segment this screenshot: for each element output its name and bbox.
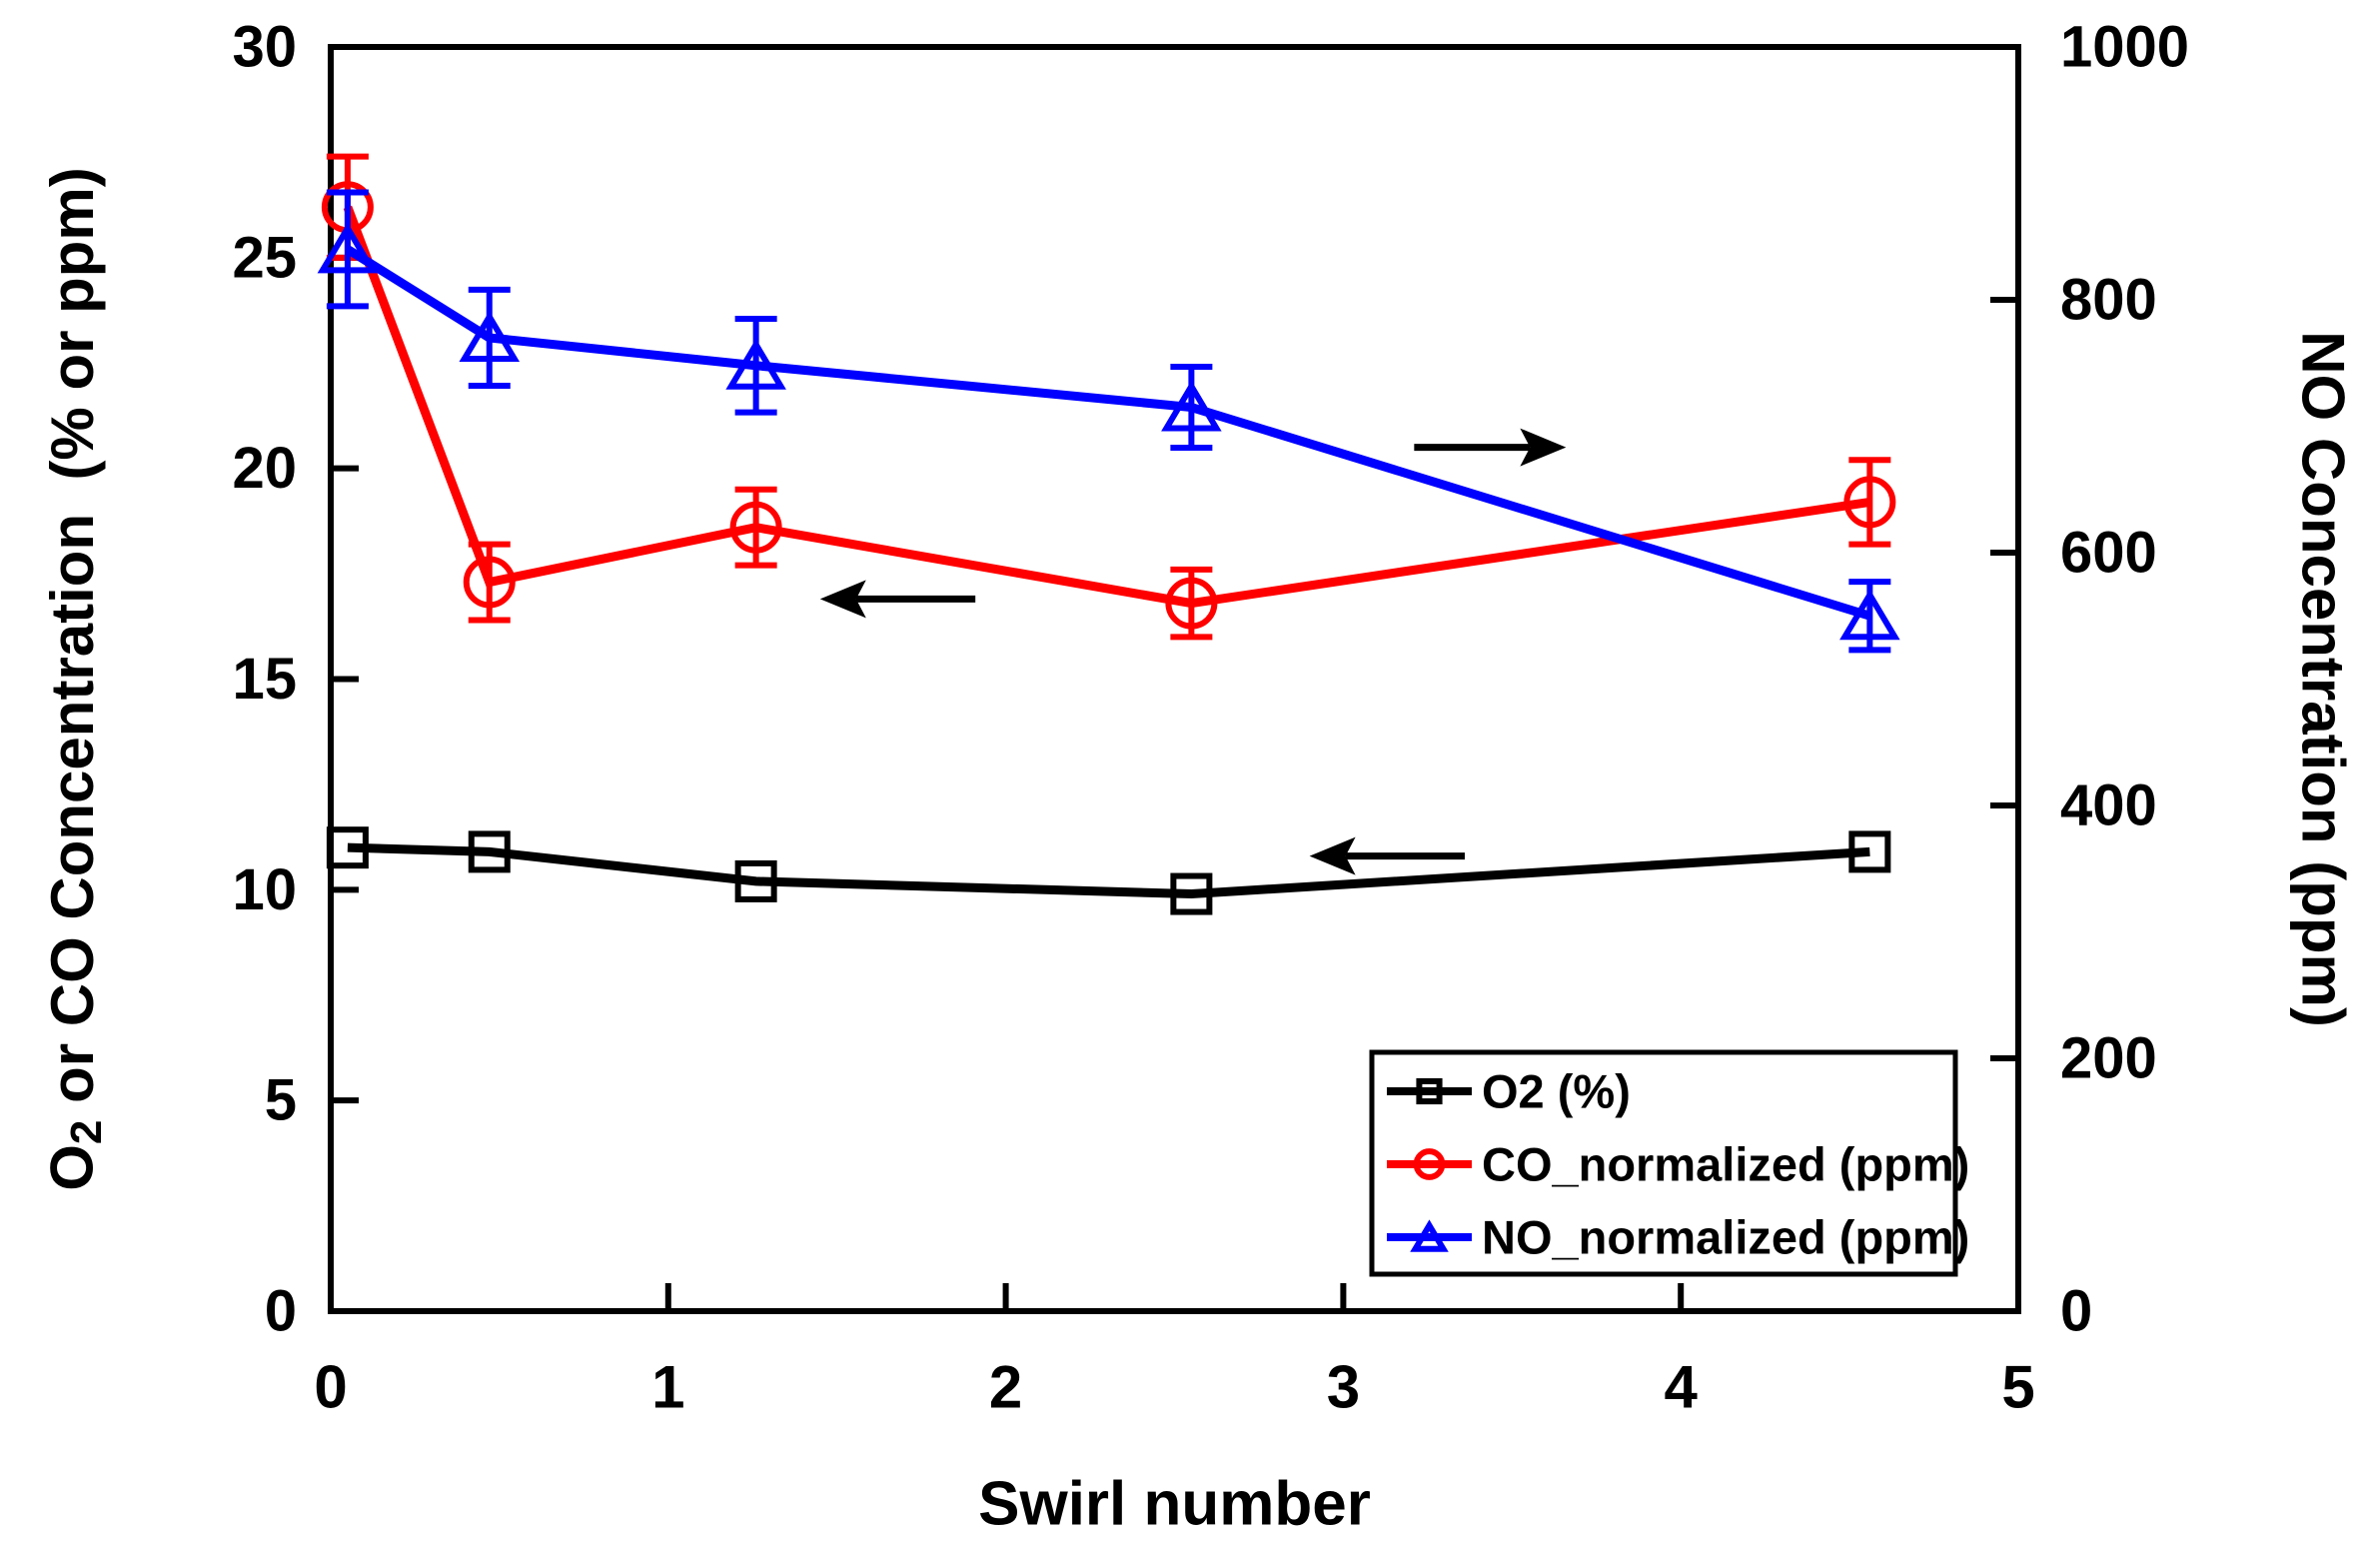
y-right-tick-label: 600	[2060, 521, 2157, 586]
square-marker	[468, 830, 511, 873]
y-left-tick-label: 30	[232, 15, 297, 80]
arrowhead-icon	[819, 580, 866, 619]
series-line	[345, 245, 1871, 621]
y-right-tick-label: 0	[2060, 1279, 2092, 1344]
legend-label: NO_normalized (ppm)	[1482, 1211, 1969, 1264]
x-axis-title: Swirl number	[978, 1470, 1371, 1539]
y-left-tick-label: 15	[232, 647, 297, 712]
y-left-tick-label: 0	[265, 1279, 297, 1344]
y-right-tick-label: 800	[2060, 268, 2157, 333]
legend-item-co-normalized-ppm-: CO_normalized (ppm)	[1387, 1138, 1969, 1191]
square-marker	[734, 859, 777, 902]
y-axis-left: 0 5 10 15 20 25 30 O2 or CO Concentration (% or…	[39, 15, 359, 1344]
y-axis-right: 0 200 400 600 800 1000 NO Concentration (ppm)	[1990, 15, 2357, 1344]
circle-marker	[463, 556, 516, 609]
legend: O2 (%) CO_normalized (ppm) NO_normalized (…	[1369, 1049, 1969, 1277]
arrowhead-icon	[1309, 836, 1356, 875]
triangle-marker	[1839, 589, 1900, 641]
x-tick-label: 4	[1665, 1354, 1699, 1421]
legend-label: O2 (%)	[1482, 1065, 1631, 1118]
arrowhead-icon	[1520, 428, 1567, 467]
triangle-marker	[459, 311, 521, 362]
triangle-marker	[725, 338, 786, 390]
x-tick-label: 2	[989, 1354, 1022, 1421]
y-left-tick-label: 5	[265, 1068, 297, 1133]
circle-marker	[1165, 577, 1218, 630]
x-tick-label: 5	[2001, 1354, 2034, 1421]
circle-marker	[1843, 476, 1896, 529]
circle-marker	[1413, 1148, 1446, 1180]
square-marker	[326, 826, 369, 869]
x-tick-label: 0	[314, 1354, 347, 1421]
square-marker	[1170, 872, 1213, 915]
y-left-axis-title: O2 or CO Concentration (% or ppm)	[39, 167, 111, 1190]
x-tick-label: 1	[651, 1354, 684, 1421]
series-no-normalized-ppm-	[317, 189, 1900, 654]
circle-marker	[729, 501, 782, 554]
triangle-marker	[1161, 380, 1222, 432]
square-marker	[1848, 830, 1891, 873]
legend-item-o2-: O2 (%)	[1387, 1065, 1631, 1118]
y-right-axis-title: NO Concentration (ppm)	[2290, 331, 2357, 1027]
y-left-tick-label: 25	[232, 225, 297, 290]
x-axis: 0 1 2 3 4 5 Swirl number	[314, 1283, 2035, 1539]
triangle-marker	[1410, 1219, 1449, 1252]
y-right-tick-label: 1000	[2060, 15, 2189, 80]
legend-label: CO_normalized (ppm)	[1482, 1138, 1969, 1191]
y-left-tick-label: 20	[232, 436, 297, 501]
triangle-marker	[317, 222, 379, 274]
axis-direction-arrow	[1309, 836, 1466, 875]
series-line	[347, 842, 1870, 899]
y-right-tick-label: 200	[2060, 1026, 2157, 1091]
y-right-tick-label: 400	[2060, 774, 2157, 838]
y-left-tick-label: 10	[232, 857, 297, 922]
series-o2-	[326, 826, 1891, 915]
axis-direction-arrow	[1414, 428, 1567, 467]
legend-item-no-normalized-ppm-: NO_normalized (ppm)	[1387, 1211, 1969, 1264]
square-marker	[1416, 1077, 1443, 1105]
series-line	[343, 205, 1871, 609]
x-tick-label: 3	[1327, 1354, 1360, 1421]
axis-direction-arrow	[819, 580, 976, 619]
